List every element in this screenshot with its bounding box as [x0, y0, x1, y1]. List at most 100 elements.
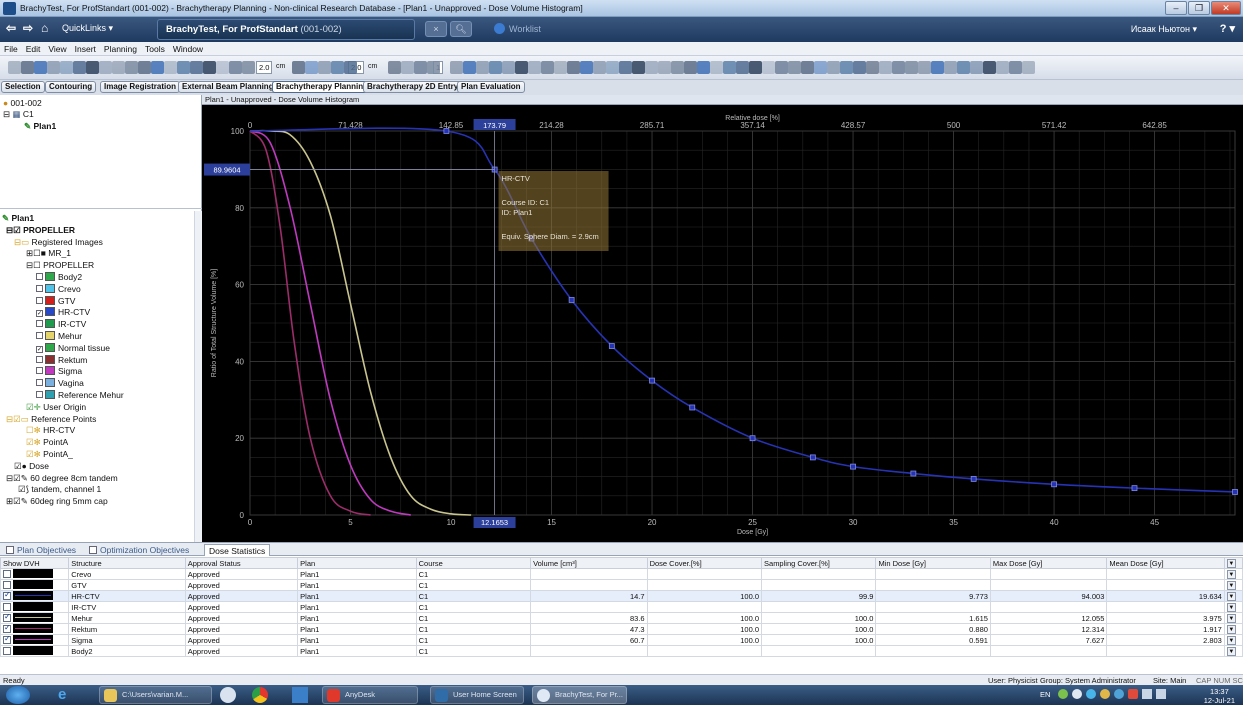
menu-view[interactable]: View — [48, 44, 67, 54]
toolbar-tool-icon[interactable] — [414, 61, 427, 74]
structure-visibility-checkbox[interactable] — [36, 379, 43, 387]
column-header[interactable]: Dose Cover.[%] — [646, 557, 763, 569]
toolbar-tool-icon[interactable] — [619, 61, 632, 74]
tray-icon-2[interactable] — [1072, 689, 1082, 699]
taskbar-brachytest[interactable]: BrachyTest, For Pr... — [532, 686, 627, 704]
toolbar-tool-icon[interactable] — [318, 61, 331, 74]
tab-external-beam-planning[interactable]: External Beam Planning — [178, 81, 278, 93]
tree-applicator-1-channel[interactable]: ☑⟆ tandem, channel 1 — [18, 484, 101, 495]
clock[interactable]: 13:37 12-Jul-21 — [1204, 686, 1235, 705]
structure-visibility-checkbox[interactable]: ✓ — [36, 310, 43, 318]
tree-structure-gtv[interactable]: GTV — [36, 295, 75, 306]
tab-plan-evaluation[interactable]: Plan Evaluation — [457, 81, 525, 93]
dvh-point-marker[interactable] — [568, 297, 575, 303]
tree-registered-images[interactable]: ⊟▭ Registered Images — [14, 237, 103, 248]
dvh-point-marker[interactable] — [910, 470, 917, 477]
toolbar-tool-icon[interactable] — [580, 61, 593, 74]
menu-insert[interactable]: Insert — [74, 44, 96, 54]
show-dvh-checkbox[interactable] — [3, 636, 11, 644]
toolbar-tool-icon[interactable] — [203, 61, 216, 74]
toolbar-tool-icon[interactable] — [866, 61, 879, 74]
table-row[interactable]: SigmaApprovedPlan1C160.7100.0100.00.5917… — [0, 634, 1243, 646]
table-row[interactable]: IR-CTV Approved Plan1 C1 ▼ — [0, 601, 1243, 613]
show-dvh-checkbox[interactable] — [3, 625, 11, 633]
tray-icon-4[interactable] — [1100, 689, 1110, 699]
toolbar-tool-icon[interactable] — [463, 61, 476, 74]
dvh-point-marker[interactable] — [1232, 489, 1238, 495]
tree-scrollbar[interactable] — [194, 211, 202, 542]
toolbar-tool-icon[interactable] — [931, 61, 944, 74]
start-button[interactable] — [6, 686, 30, 704]
line-style-swatch[interactable] — [13, 646, 54, 655]
dvh-curve-2[interactable] — [249, 130, 371, 516]
column-header[interactable]: Sampling Cover.[%] — [761, 557, 877, 569]
tree-reference-points[interactable]: ⊟☑▭ Reference Points — [6, 414, 96, 425]
tree-structure-vagina[interactable]: Vagina — [36, 378, 84, 388]
zoom-field[interactable]: 2.0 — [256, 61, 273, 74]
language-indicator[interactable]: EN — [1040, 690, 1051, 699]
toolbar-tool-icon[interactable] — [125, 61, 138, 74]
minimize-button[interactable]: – — [1165, 1, 1187, 15]
tree-structure-crevo[interactable]: Crevo — [36, 283, 81, 294]
column-header[interactable]: Structure — [68, 557, 186, 569]
column-header[interactable]: Approval Status — [184, 557, 299, 569]
tree-structure-normal-tissue[interactable]: ✓ Normal tissue — [36, 342, 110, 353]
menu-window[interactable]: Window — [172, 44, 204, 54]
toolbar-tool-icon[interactable] — [957, 61, 970, 74]
toolbar-tool-icon[interactable] — [216, 61, 229, 74]
tree-point-2[interactable]: ☑✻ PointA_ — [26, 449, 73, 460]
tree-plan-root[interactable]: ✎ Plan1 — [2, 213, 34, 224]
structure-visibility-checkbox[interactable] — [36, 273, 43, 280]
toolbar-tool-icon[interactable] — [918, 61, 931, 74]
tray-icon-1[interactable] — [1058, 689, 1068, 699]
tree-structure-body2[interactable]: Body2 — [36, 272, 82, 282]
tab-image-registration[interactable]: Image Registration — [100, 81, 181, 93]
toolbar-tool-icon[interactable] — [21, 61, 34, 74]
table-row[interactable]: HR-CTVApprovedPlan1C114.7100.099.99.7739… — [0, 590, 1243, 602]
menu-edit[interactable]: Edit — [25, 44, 41, 54]
network-icon[interactable] — [292, 687, 308, 703]
toolbar-tool-icon[interactable] — [970, 61, 983, 74]
network-tray-icon[interactable] — [1142, 689, 1152, 699]
structure-visibility-checkbox[interactable] — [36, 355, 43, 363]
toolbar-tool-icon[interactable] — [1009, 61, 1022, 74]
dvh-point-marker[interactable] — [443, 128, 450, 134]
line-style-swatch[interactable] — [13, 569, 54, 578]
tree-point-0[interactable]: ☐✻ HR-CTV — [26, 425, 75, 436]
toolbar-tool-icon[interactable] — [723, 61, 736, 74]
toolbar-tool-icon[interactable] — [476, 61, 489, 74]
dvh-point-marker[interactable] — [970, 476, 977, 482]
tab-optimization-objectives[interactable]: Optimization Objectives — [85, 544, 193, 556]
toolbar-tool-icon[interactable] — [99, 61, 112, 74]
tree-applicator-1[interactable]: ⊟☑✎ 60 degree 8cm tandem — [6, 473, 118, 484]
table-row[interactable]: MehurApprovedPlan1C183.6100.0100.01.6151… — [0, 612, 1243, 624]
toolbar-tool-icon[interactable] — [762, 61, 775, 74]
dvh-point-marker[interactable] — [608, 343, 615, 349]
toolbar-tool-icon[interactable] — [515, 61, 528, 74]
toolbar-tool-icon[interactable] — [8, 61, 21, 74]
toolbar-tool-icon[interactable] — [305, 61, 318, 74]
maximize-button[interactable]: ❐ — [1188, 1, 1210, 15]
toolbar-tool-icon[interactable] — [112, 61, 125, 74]
toolbar-tool-icon[interactable] — [658, 61, 671, 74]
toolbar-tool-icon[interactable] — [388, 61, 401, 74]
close-button[interactable]: ✕ — [1211, 1, 1241, 15]
toolbar-tool-icon[interactable] — [645, 61, 658, 74]
settings-icon[interactable] — [220, 687, 236, 703]
toolbar-tool-icon[interactable] — [788, 61, 801, 74]
menu-planning[interactable]: Planning — [103, 44, 137, 54]
toolbar-tool-icon[interactable] — [671, 61, 684, 74]
tab-contouring[interactable]: Contouring — [45, 81, 97, 93]
tree-structure-mehur[interactable]: Mehur — [36, 331, 82, 341]
line-style-swatch[interactable] — [13, 635, 54, 644]
toolbar-tool-icon[interactable] — [401, 61, 414, 74]
toolbar-tool-icon[interactable] — [489, 61, 502, 74]
tray-icon-5[interactable] — [1114, 689, 1124, 699]
show-dvh-checkbox[interactable] — [3, 570, 11, 578]
plan-objectives-checkbox[interactable] — [6, 546, 14, 554]
dvh-point-marker[interactable] — [850, 463, 856, 470]
row-dropdown-icon[interactable]: ▼ — [1226, 592, 1236, 601]
home-icon[interactable]: ⌂ — [41, 21, 49, 35]
taskbar-user-home[interactable]: User Home Screen — [430, 686, 524, 704]
toolbar-tool-icon[interactable] — [73, 61, 86, 74]
